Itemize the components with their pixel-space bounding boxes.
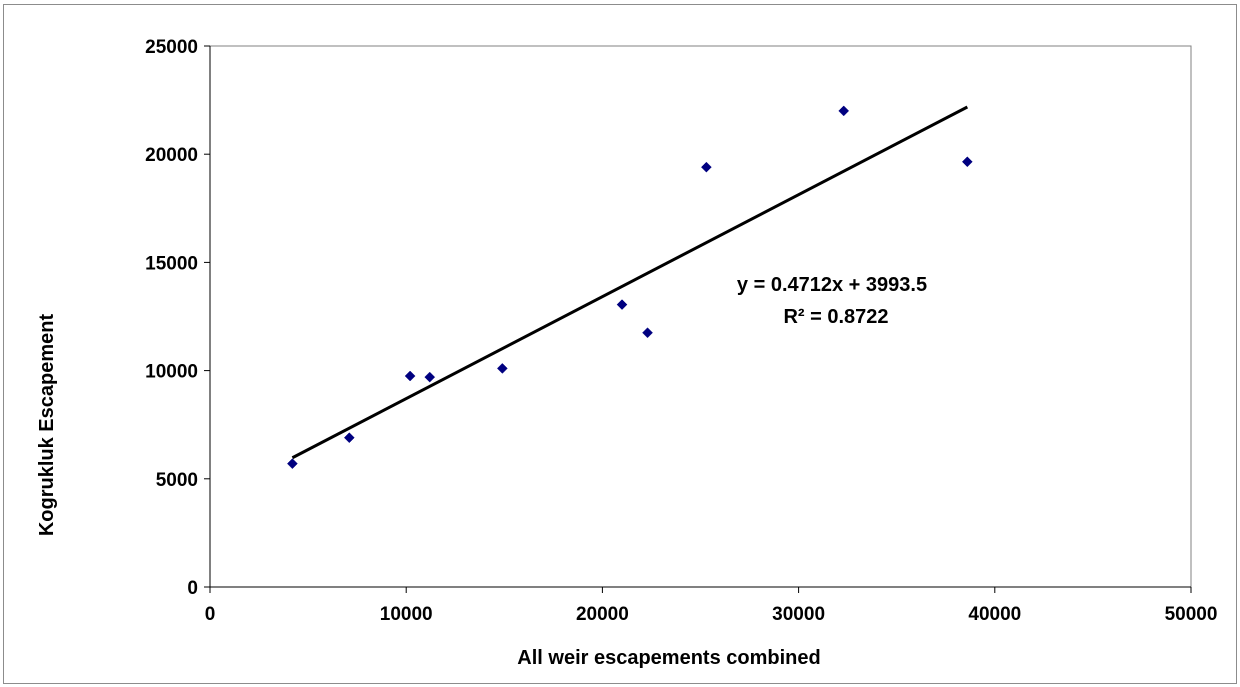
trendline-equation: y = 0.4712x + 3993.5 xyxy=(737,274,927,296)
data-point xyxy=(287,458,298,470)
y-tick-label: 20000 xyxy=(145,145,198,166)
trendline-r-squared: R² = 0.8722 xyxy=(783,306,888,328)
x-tick-label: 10000 xyxy=(380,604,433,625)
trendline xyxy=(291,105,969,460)
data-point xyxy=(404,370,416,382)
data-point xyxy=(642,327,653,339)
y-tick-label: 15000 xyxy=(145,253,198,274)
y-axis-ticks: 0 5000 10000 15000 20000 25000 xyxy=(145,37,210,599)
x-tick-label: 20000 xyxy=(576,604,629,625)
trendline-group xyxy=(291,105,969,460)
axes xyxy=(209,45,1192,588)
x-axis-ticks: 0 10000 20000 30000 40000 50000 xyxy=(205,587,1218,625)
plot-area xyxy=(209,45,1192,588)
y-tick-label: 5000 xyxy=(156,470,198,491)
data-point xyxy=(343,432,355,444)
x-tick-label: 40000 xyxy=(968,604,1021,625)
data-point xyxy=(961,156,973,168)
x-axis-title: All weir escapements combined xyxy=(517,647,820,669)
x-tick-label: 50000 xyxy=(1165,604,1218,625)
data-points xyxy=(287,105,973,470)
x-tick-label: 30000 xyxy=(772,604,825,625)
y-tick-label: 0 xyxy=(187,578,198,599)
data-point xyxy=(616,299,628,310)
chart-frame xyxy=(3,4,1237,684)
data-point xyxy=(838,105,850,117)
data-point xyxy=(496,363,508,374)
y-tick-label: 10000 xyxy=(145,362,198,383)
x-tick-label: 0 xyxy=(205,604,216,625)
y-tick-label: 25000 xyxy=(145,37,198,58)
y-axis-title: Kogrukluk Escapement xyxy=(36,314,58,537)
data-point xyxy=(701,161,712,173)
data-point xyxy=(424,371,436,383)
